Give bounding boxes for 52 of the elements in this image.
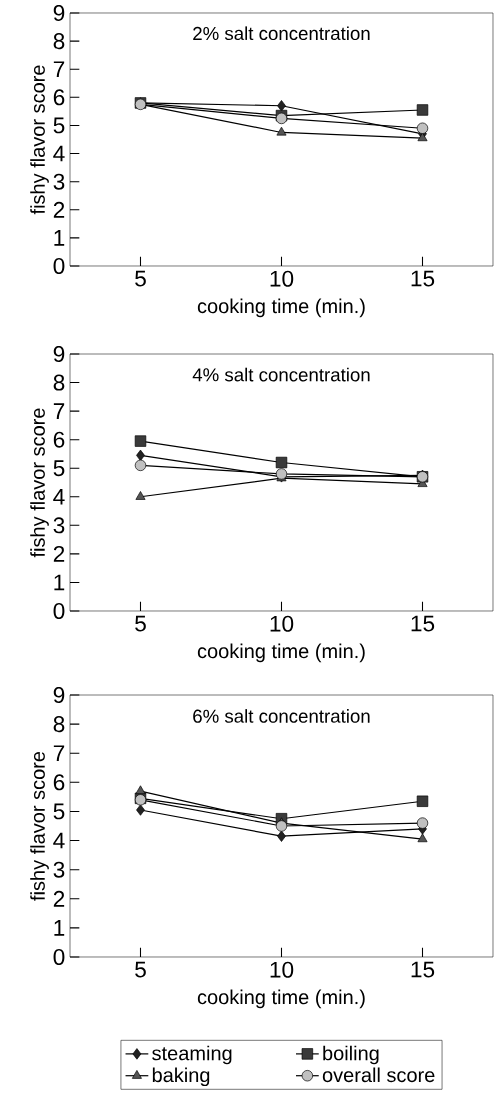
y-tick-label: 0 — [53, 257, 65, 275]
y-axis-title: fishy flavor score — [30, 65, 49, 215]
y-axis-title: fishy flavor score — [30, 751, 49, 901]
x-tick-label: 15 — [411, 615, 435, 632]
y-axis-title: fishy flavor score — [30, 408, 49, 558]
legend-label: overall score — [322, 1067, 435, 1083]
legend-label: boiling — [323, 1045, 379, 1065]
y-tick-label: 3 — [53, 517, 65, 534]
y-tick-label: 5 — [53, 117, 65, 134]
x-tick-label: 15 — [411, 270, 435, 287]
y-tick-label: 4 — [53, 488, 65, 505]
y-tick-label: 1 — [54, 230, 65, 246]
y-tick-label: 1 — [54, 574, 65, 591]
y-tick-label: 8 — [53, 716, 65, 733]
y-tick-label: 0 — [53, 602, 65, 620]
x-tick-label: 5 — [135, 615, 146, 632]
text: 6% salt concentration — [193, 709, 370, 723]
y-tick-label: 7 — [53, 745, 65, 762]
y-tick-label: 1 — [54, 920, 65, 936]
x-tick-label: 10 — [270, 270, 294, 287]
x-axis-title: cooking time (min.) — [197, 989, 365, 1009]
x-axis-title: cooking time (min.) — [197, 298, 365, 318]
y-tick-label: 6 — [53, 431, 65, 448]
y-tick-label: 5 — [53, 460, 65, 477]
y-tick-label: 2 — [53, 545, 65, 562]
x-tick-label: 10 — [270, 615, 294, 632]
y-tick-label: 7 — [53, 403, 65, 419]
x-tick-label: 10 — [270, 961, 294, 978]
x-tick-label: 5 — [135, 961, 146, 978]
y-tick-label: 9 — [53, 345, 65, 363]
y-tick-label: 5 — [53, 803, 65, 820]
y-tick-label: 2 — [53, 890, 65, 907]
y-tick-label: 9 — [53, 4, 65, 22]
text: 4% salt concentration — [192, 367, 370, 382]
y-tick-label: 8 — [53, 33, 65, 50]
legend-label: steaming — [152, 1045, 232, 1065]
y-tick-label: 4 — [53, 145, 65, 162]
x-tick-label: 15 — [411, 961, 435, 978]
y-tick-label: 7 — [53, 61, 65, 78]
x-tick-label: 5 — [135, 270, 146, 287]
y-tick-label: 6 — [53, 774, 65, 791]
y-tick-label: 9 — [53, 686, 65, 704]
y-tick-label: 0 — [53, 948, 65, 966]
y-tick-label: 3 — [53, 861, 65, 878]
y-tick-label: 3 — [53, 173, 65, 190]
y-tick-label: 6 — [53, 89, 65, 106]
text: 2% salt concentration — [193, 26, 370, 41]
legend-label: baking — [152, 1067, 210, 1087]
y-tick-label: 8 — [53, 374, 65, 391]
y-tick-label: 2 — [53, 201, 65, 218]
y-tick-label: 4 — [53, 832, 65, 849]
x-axis-title: cooking time (min.) — [197, 643, 365, 663]
